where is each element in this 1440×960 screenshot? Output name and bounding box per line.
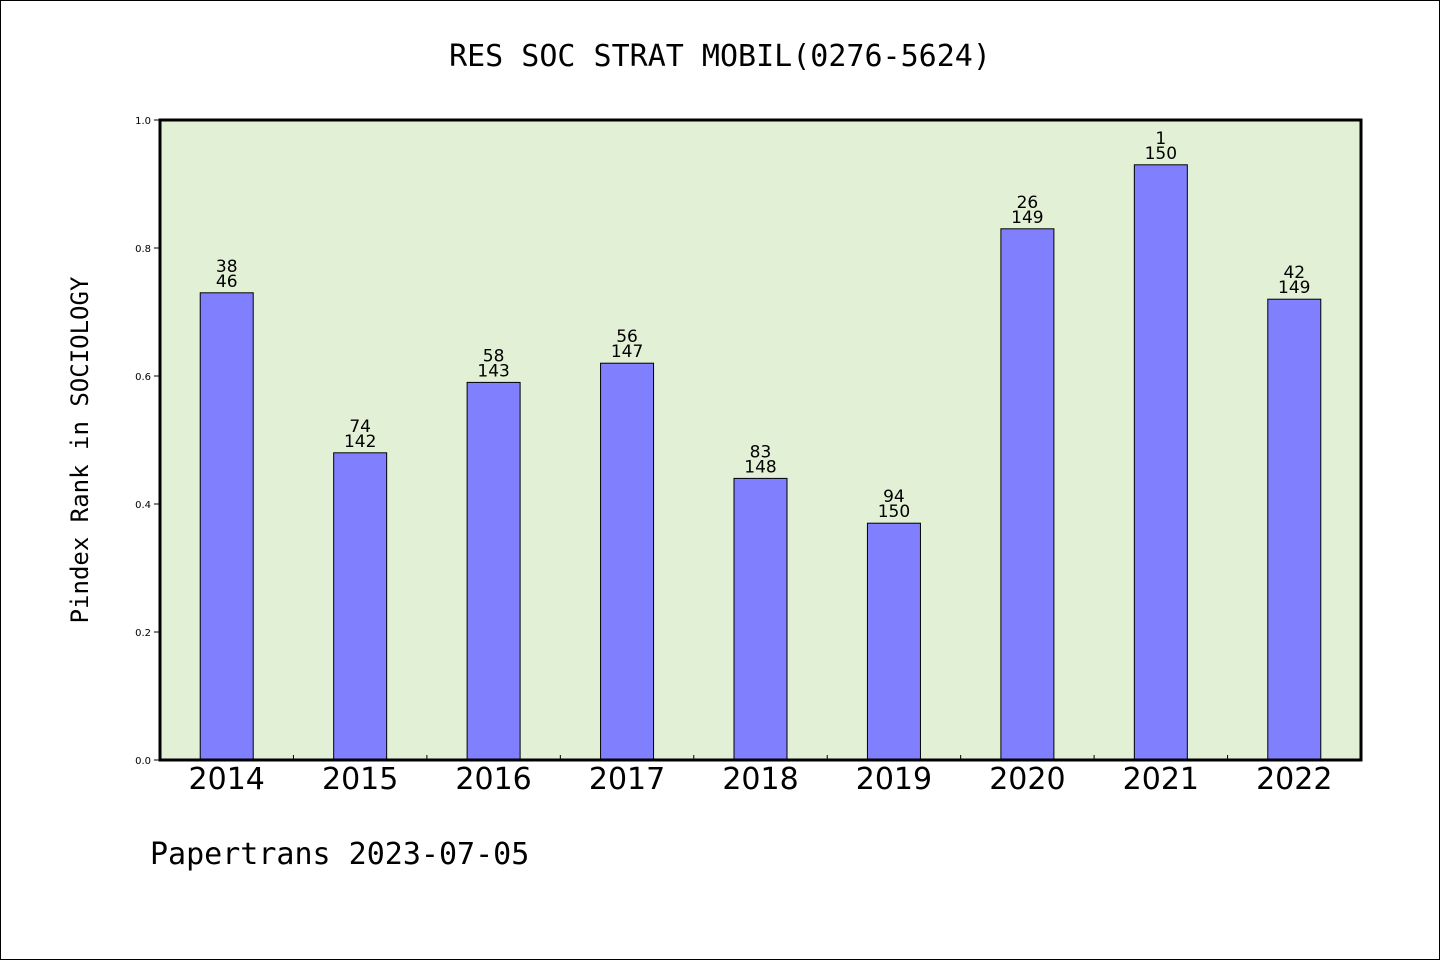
rank-label-2020: 26 bbox=[1017, 193, 1039, 213]
y-axis: 0.0 0.2 0.4 0.6 0.8 1.0 bbox=[135, 116, 160, 767]
y-tick-label: 0.6 bbox=[135, 372, 151, 383]
bar-2022 bbox=[1267, 298, 1322, 761]
bar-2014 bbox=[199, 292, 254, 761]
x-tick-label-2018: 2018 bbox=[722, 762, 798, 797]
bar-2017 bbox=[600, 362, 655, 761]
y-tick-label: 1.0 bbox=[135, 116, 151, 127]
x-tick-label-2016: 2016 bbox=[455, 762, 531, 797]
x-tick-label-2015: 2015 bbox=[322, 762, 398, 797]
total-label-2014: 46 bbox=[216, 272, 238, 292]
y-tick-label: 0.2 bbox=[135, 628, 151, 639]
rank-label-2015: 74 bbox=[349, 417, 371, 437]
x-tick-label-2017: 2017 bbox=[589, 762, 665, 797]
x-tick-label-2020: 2020 bbox=[989, 762, 1065, 797]
y-tick-label: 0.8 bbox=[135, 244, 151, 255]
x-tick-label-2014: 2014 bbox=[189, 762, 265, 797]
rank-label-2021: 1 bbox=[1155, 129, 1166, 149]
x-tick-label-2021: 2021 bbox=[1123, 762, 1199, 797]
x-tick-label-2022: 2022 bbox=[1256, 762, 1332, 797]
bars-layer bbox=[199, 164, 1322, 761]
bar-2021 bbox=[1133, 164, 1188, 761]
rank-label-2016: 58 bbox=[483, 346, 505, 366]
bar-2020 bbox=[1000, 228, 1055, 761]
data-labels-layer: 3846741425814356147831489415026149115042… bbox=[216, 129, 1311, 522]
total-label-2020: 149 bbox=[1011, 208, 1043, 228]
y-tick-label: 0.4 bbox=[135, 500, 151, 511]
rank-label-2018: 83 bbox=[750, 442, 772, 462]
total-label-2018: 148 bbox=[744, 457, 776, 477]
y-axis-label: Pindex Rank in SOCIOLOGY bbox=[66, 276, 94, 623]
x-axis: 2014 2015 2016 2017 2018 2019 2020 2021 2022 bbox=[189, 755, 1332, 797]
plot-border bbox=[158, 118, 1363, 762]
bar-2015 bbox=[333, 452, 388, 761]
total-label-2022: 149 bbox=[1278, 278, 1310, 298]
total-label-2015: 142 bbox=[344, 432, 376, 452]
total-label-2016: 143 bbox=[477, 361, 509, 381]
bar-2018 bbox=[733, 477, 788, 761]
rank-label-2022: 42 bbox=[1283, 263, 1305, 283]
rank-label-2014: 38 bbox=[216, 257, 238, 277]
total-label-2019: 150 bbox=[878, 502, 910, 522]
footer-timestamp: Papertrans 2023-07-05 bbox=[150, 837, 529, 872]
total-label-2017: 147 bbox=[611, 342, 643, 362]
rank-label-2017: 56 bbox=[616, 327, 638, 347]
x-tick-label-2019: 2019 bbox=[856, 762, 932, 797]
rank-label-2019: 94 bbox=[883, 487, 905, 507]
total-label-2021: 150 bbox=[1145, 144, 1177, 164]
bar-2019 bbox=[866, 522, 921, 761]
chart-title: RES SOC STRAT MOBIL(0276-5624) bbox=[449, 39, 991, 74]
bar-2016 bbox=[466, 381, 521, 761]
y-tick-label: 0.0 bbox=[135, 756, 151, 767]
